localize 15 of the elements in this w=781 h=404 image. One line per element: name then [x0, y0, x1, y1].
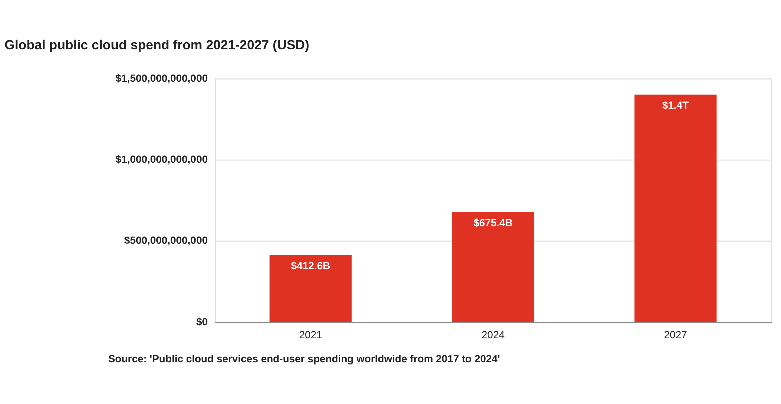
bar: [634, 94, 717, 322]
y-tick-label: $0: [196, 317, 208, 328]
y-tick-label: $500,000,000,000: [124, 236, 208, 248]
bar: [452, 212, 534, 322]
y-tick-label: $1,500,000,000,000: [116, 74, 208, 85]
x-tick-label: 2021: [299, 330, 323, 342]
chart-title: Global public cloud spend from 2021-2027 (USD): [4, 37, 310, 52]
y-tick-label: $1,000,000,000,000: [116, 155, 208, 166]
x-tick-label: 2027: [664, 330, 688, 342]
data-label: $675.4B: [474, 218, 514, 230]
bar: [270, 255, 352, 322]
source-note: Source: 'Public cloud services end-user spending worldwide from 2017 to 2024': [108, 354, 500, 366]
x-tick-label: 2024: [482, 330, 506, 342]
data-label: $412.6B: [291, 261, 331, 272]
data-label: $1.4T: [662, 101, 690, 112]
